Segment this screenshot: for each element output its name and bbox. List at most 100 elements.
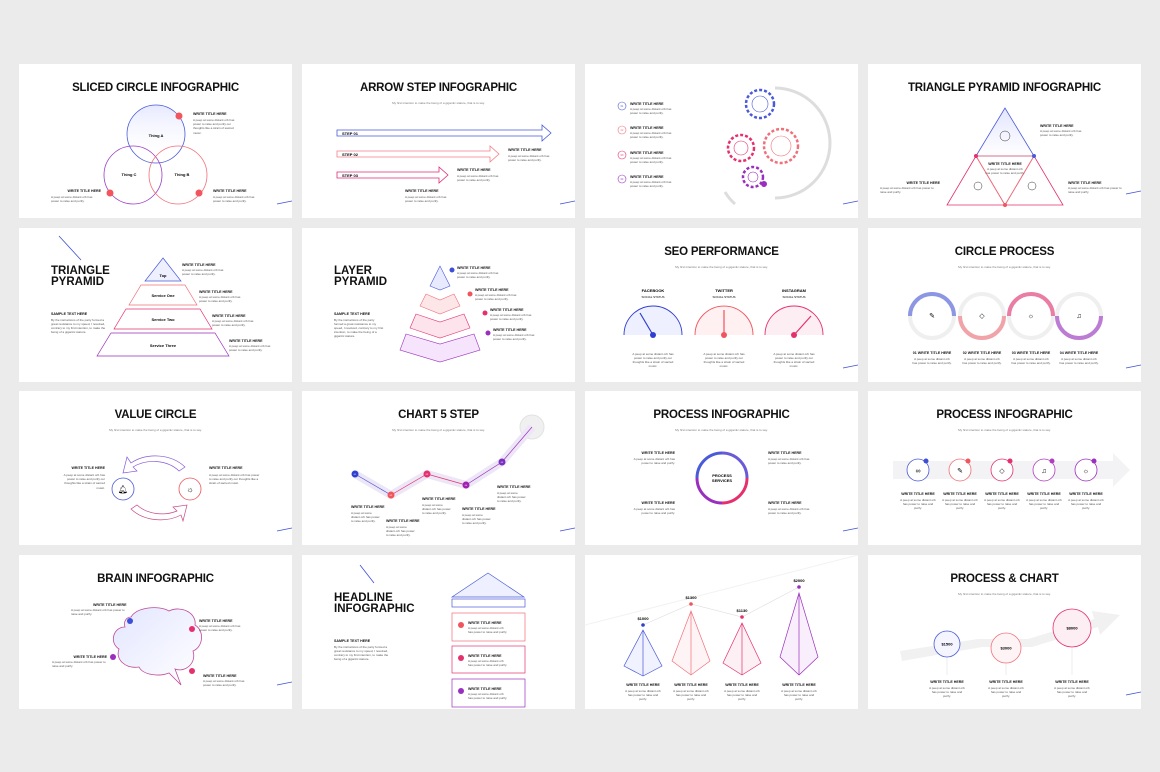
decorative-shape [559,200,575,205]
decorative-shape [419,293,461,314]
slide-title: TRIANGLE PYRAMID INFOGRAPHIC [907,82,1102,94]
circle-b [148,145,208,205]
decorative-shape [923,458,1097,464]
step-text: A peep at some distant orb has power to … [1059,356,1099,365]
slide-process-infographic-steps[interactable]: PROCESS INFOGRAPHIC My first intention t… [868,391,1141,545]
item-text: A peep at some distant orb has power to … [1068,186,1122,195]
step-title: 02 WRITE TITLE HERE [962,350,1002,355]
slide-title: PROCESS INFOGRAPHIC [653,409,790,421]
item-title: WRITE TITLE HERE [67,189,101,193]
point-label: 02 [390,495,393,497]
bell-icon: ♫ [1041,468,1046,475]
slide-subtitle: My first intention to make the being of … [958,264,1051,269]
label-thing-c: Thing C [122,172,137,177]
sample-text: By the instructions of the party formed … [334,644,389,662]
gauge-status: SOCIAL STATUS [712,295,735,299]
pyramid-diagram: Top Service One Service Two Service Thre… [58,235,230,356]
decorative-shape [721,451,749,479]
gauge-status: SOCIAL STATUS [782,295,805,299]
slide-circle-process[interactable]: CIRCLE PROCESS My first intention to mak… [868,227,1141,382]
slide-layer-pyramid[interactable]: LAYER PYRAMID SAMPLE TEXT HERE By the in… [302,227,575,382]
arrow-steps: STEP 01 STEP 02 STEP 03 [336,124,575,205]
value-label: $1000 [637,616,649,621]
venn-diagram: Thing A Thing C Thing B [103,104,292,205]
number-label: 03 [621,154,624,157]
decorative-shape [1007,291,1055,316]
process-steps-diagram: ∞ ✎ ◇ ♫ ☼ [893,453,1130,487]
decorative-shape [791,331,797,338]
slide-title: BRAIN INFOGRAPHIC [97,572,214,585]
slide-sliced-circle[interactable]: SLICED CIRCLE INFOGRAPHIC Thing A Thing … [19,64,292,218]
decorative-shape: 01 02 03 04 05 [354,462,504,497]
gauge-facebook [623,305,683,338]
slide-process-infographic-cycle[interactable]: PROCESS INFOGRAPHIC My first intention t… [585,391,858,545]
decorative-shape [1003,203,1007,207]
decorative-shape [144,256,182,281]
item-title: WRITE TITLE HERE [422,497,456,501]
step-label: STEP 03 [342,173,359,178]
item-title: WRITE TITLE HERE [641,501,675,505]
item-text: A peep at some distant orb has power to … [457,174,499,183]
decorative-shape [751,95,769,113]
slide-grid: SLICED CIRCLE INFOGRAPHIC Thing A Thing … [19,64,1141,709]
slide-triangle-pyramid-infographic[interactable]: TRIANGLE PYRAMID INFOGRAPHIC WRITE TITLE… [868,64,1141,218]
item-title: WRITE TITLE HERE [497,485,531,489]
item-text: A peep at some distant orb has power to … [988,685,1024,698]
slide-title: SEO PERFORMANCE [664,245,779,258]
slide-title-line: LAYER [334,264,372,277]
value-label: $8000 [1066,625,1078,630]
item-title: WRITE TITLE HERE [906,181,940,185]
item-title: WRITE TITLE HERE [468,653,502,658]
slide-headline-infographic[interactable]: HEADLINE INFOGRAPHIC SAMPLE TEXT HERE By… [302,554,575,709]
slide-triangle-pyramid[interactable]: TRIANGLE PYRAMID SAMPLE TEXT HERE By the… [19,227,292,382]
slide-title: CHART 5 STEP [398,409,479,421]
decorative-shape [178,477,202,501]
item-text: A peep at some distant orb has power to … [229,343,271,352]
decorative-shape [723,191,737,206]
slide-subtitle: My first intention to make the being of … [675,428,768,432]
decorative-shape [1049,458,1055,464]
slide-pyramid-values[interactable]: $1000 $1300 $1130 $2000 WRITE TITLE HERE… [585,554,858,709]
item-title: WRITE TITLE HERE [199,289,233,294]
item-text: A peep at some distant orb has power to … [633,457,675,466]
gauge-name: TWITTER [715,288,733,293]
item-text: A peep at some distant orb has power to … [1068,498,1104,511]
slide-seo-performance[interactable]: SEO PERFORMANCE My first intention to ma… [585,227,858,382]
decorative-shape [623,591,819,676]
slide-value-circle[interactable]: VALUE CIRCLE My first intention to make … [19,391,292,545]
decorative-shape [770,135,792,157]
slide-gears[interactable]: 01 02 03 04 WRITE TITLE HERE A peep at s… [585,64,858,218]
step-title: 03 WRITE TITLE HERE [1011,350,1051,355]
decorative-shape [127,617,133,624]
value-label: $2000 [793,578,805,583]
slide-title: PROCESS INFOGRAPHIC [936,409,1073,421]
step-text: A peep at some distant orb has power to … [962,356,1002,365]
point-label: 03 [426,474,429,476]
pencil-icon: ✎ [929,313,935,320]
item-text: A peep at some distant orb has power to … [462,513,491,526]
item-text: A peep at some distant orb has power to … [212,318,254,327]
item-text: A peep at some distant orb has power to … [630,131,672,140]
decorative-shape [111,477,135,501]
value-label: $1500 [941,641,953,646]
gauge-instagram [764,305,824,338]
item-title: WRITE TITLE HERE [457,265,491,270]
pyramid-value-chart: $1000 $1300 $1130 $2000 [585,554,858,676]
decorative-shape [990,458,1014,482]
level-label: Top [159,273,167,278]
item-title: WRITE TITLE HERE [468,686,502,691]
slide-brain-infographic[interactable]: BRAIN INFOGRAPHIC WRITE TITLE HERE A pee… [19,554,292,709]
sample-title: SAMPLE TEXT HERE [51,311,88,316]
slide-process-chart[interactable]: PROCESS & CHART My first intention to ma… [868,554,1141,709]
item-title: WRITE TITLE HERE [182,262,216,267]
item-text: A peep at some distant orb has power to … [768,507,810,516]
slide-chart-5-step[interactable]: CHART 5 STEP My first intention to make … [302,391,575,545]
shoe-icon [999,130,1011,142]
decorative-shape [128,284,198,305]
cycle-diagram: PROCESS SERVICES [695,451,858,532]
decorative-shape [467,291,473,296]
slide-arrow-step[interactable]: ARROW STEP INFOGRAPHIC My first intentio… [302,64,575,218]
decorative-shape [451,678,526,707]
item-text: A peep at some distant orb has power to … [880,186,934,195]
decorative-shape [797,584,801,589]
